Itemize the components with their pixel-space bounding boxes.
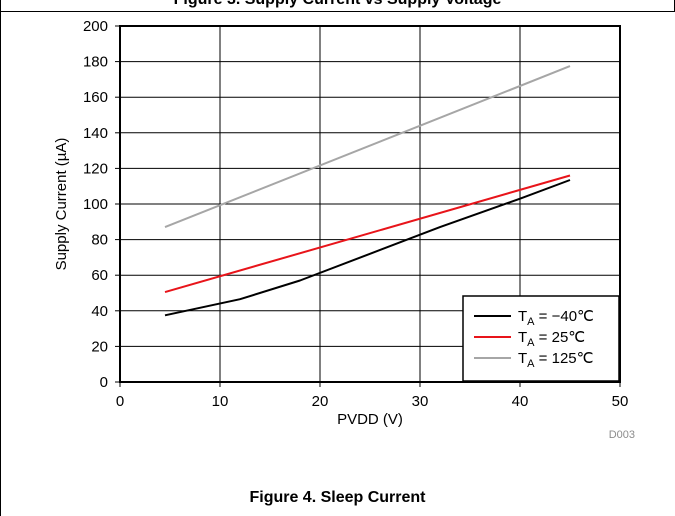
previous-figure-caption: Figure 3. Supply Current vs Supply Volta… bbox=[0, 0, 675, 9]
y-tick-label: 180 bbox=[83, 54, 108, 71]
legend-label-1: TA = 25℃ bbox=[518, 329, 585, 349]
x-tick-label: 20 bbox=[312, 393, 329, 410]
y-tick-label: 20 bbox=[91, 338, 108, 355]
series-lines bbox=[164, 65, 571, 317]
figure-id-label: D003 bbox=[609, 429, 635, 441]
y-tick-label: 140 bbox=[83, 125, 108, 142]
axis-ticks: 0 10 20 30 40 50 0 20 40 60 80 100 120 140 160 180 200 bbox=[83, 18, 628, 410]
legend-label-2: TA = 125℃ bbox=[518, 350, 593, 370]
x-tick-label: 30 bbox=[412, 393, 429, 410]
x-tick-label: 40 bbox=[512, 393, 529, 410]
supply-current-chart: 0 10 20 30 40 50 0 20 40 60 80 100 120 140 160 180 200 P… bbox=[53, 18, 635, 441]
legend: TA = −40℃TA = 25℃TA = 125℃ bbox=[462, 295, 620, 382]
y-tick-label: 160 bbox=[83, 89, 108, 106]
figure-caption: Figure 4. Sleep Current bbox=[249, 489, 426, 506]
y-tick-label: 200 bbox=[83, 18, 108, 35]
y-tick-label: 120 bbox=[83, 160, 108, 177]
frame-top-border bbox=[0, 11, 675, 12]
y-tick-label: 0 bbox=[100, 374, 108, 391]
y-tick-label: 40 bbox=[91, 303, 108, 320]
x-tick-label: 10 bbox=[212, 393, 229, 410]
frame-left-border bbox=[0, 0, 1, 516]
x-tick-label: 50 bbox=[612, 393, 629, 410]
legend-box bbox=[462, 295, 620, 382]
y-tick-label: 100 bbox=[83, 196, 108, 213]
y-tick-label: 80 bbox=[91, 232, 108, 249]
y-axis-title: Supply Current (µA) bbox=[53, 138, 70, 271]
series-line-0 bbox=[164, 179, 571, 317]
series-line-2 bbox=[164, 65, 571, 229]
legend-label-0: TA = −40℃ bbox=[518, 308, 594, 328]
x-axis-title: PVDD (V) bbox=[337, 411, 403, 428]
x-tick-label: 0 bbox=[116, 393, 124, 410]
y-tick-label: 60 bbox=[91, 267, 108, 284]
series-line-1 bbox=[164, 174, 571, 294]
